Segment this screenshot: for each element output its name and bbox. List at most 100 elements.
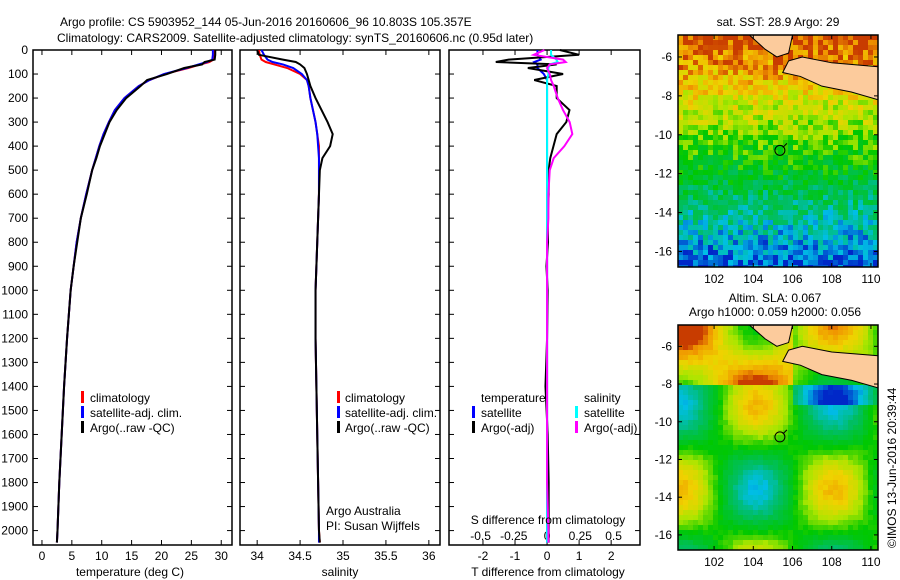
- map-cell: [688, 175, 693, 180]
- map-cell: [713, 170, 718, 175]
- map-cell: [733, 40, 738, 45]
- map-cell: [788, 395, 793, 400]
- map-cell: [773, 425, 778, 430]
- map-cell: [828, 425, 833, 430]
- map-cell: [753, 85, 758, 90]
- map-cell: [743, 225, 748, 230]
- map-cell: [818, 415, 823, 420]
- map-cell: [718, 170, 723, 175]
- map-cell: [793, 485, 798, 490]
- map-cell: [773, 245, 778, 250]
- map-cell: [743, 435, 748, 440]
- map-cell: [798, 75, 803, 80]
- map-cell: [713, 500, 718, 505]
- map-cell: [863, 475, 868, 480]
- map-cell: [738, 365, 743, 370]
- map-cell: [783, 140, 788, 145]
- map-cell: [868, 160, 873, 165]
- map-cell: [813, 160, 818, 165]
- map-cell: [858, 185, 863, 190]
- map-cell: [798, 155, 803, 160]
- map-cell: [713, 240, 718, 245]
- map-cell: [853, 420, 858, 425]
- map-cell: [843, 505, 848, 510]
- map-cell: [873, 405, 878, 410]
- map-cell: [788, 75, 793, 80]
- map-cell: [753, 150, 758, 155]
- map-cell: [678, 450, 683, 455]
- map-cell: [683, 510, 688, 515]
- map-cell: [723, 495, 728, 500]
- map-cell: [863, 425, 868, 430]
- map-cell: [758, 485, 763, 490]
- map-cell: [738, 215, 743, 220]
- map-cell: [708, 430, 713, 435]
- map-cell: [718, 235, 723, 240]
- map-cell: [838, 540, 843, 545]
- map-cell: [818, 235, 823, 240]
- map-cell: [758, 120, 763, 125]
- map-cell: [778, 395, 783, 400]
- map-cell: [728, 180, 733, 185]
- map-cell: [733, 530, 738, 535]
- map-cell: [828, 460, 833, 465]
- map-cell: [763, 365, 768, 370]
- map-cell: [848, 40, 853, 45]
- map-cell: [718, 150, 723, 155]
- map-cell: [698, 35, 703, 40]
- map-cell: [708, 355, 713, 360]
- map-cell: [748, 120, 753, 125]
- map-cell: [713, 85, 718, 90]
- map-cell: [678, 470, 683, 475]
- map-cell: [843, 35, 848, 40]
- map-cell: [693, 40, 698, 45]
- map-cell: [758, 85, 763, 90]
- map-cell: [738, 325, 743, 330]
- map-cell: [738, 35, 743, 40]
- map-cell: [688, 210, 693, 215]
- map-cell: [873, 475, 878, 480]
- map-cell: [683, 385, 688, 390]
- map-cell: [718, 420, 723, 425]
- map-cell: [688, 420, 693, 425]
- map-cell: [743, 145, 748, 150]
- map-cell: [753, 245, 758, 250]
- map-cell: [768, 545, 773, 550]
- map-cell: [763, 385, 768, 390]
- map-cell: [813, 185, 818, 190]
- map-cell: [753, 135, 758, 140]
- map-cell: [678, 500, 683, 505]
- map-cell: [723, 520, 728, 525]
- map-cell: [698, 100, 703, 105]
- map-cell: [873, 395, 878, 400]
- map-cell: [838, 255, 843, 260]
- map-cell: [733, 90, 738, 95]
- map-cell: [748, 535, 753, 540]
- map-cell: [783, 90, 788, 95]
- map-cell: [868, 535, 873, 540]
- map-cell: [678, 200, 683, 205]
- map-cell: [718, 500, 723, 505]
- map-cell: [788, 210, 793, 215]
- map-cell: [753, 450, 758, 455]
- map-cell: [728, 50, 733, 55]
- map-cell: [753, 230, 758, 235]
- map-cell: [873, 105, 878, 110]
- map-cell: [833, 155, 838, 160]
- map-cell: [778, 465, 783, 470]
- map-cell: [793, 530, 798, 535]
- map-cell: [813, 220, 818, 225]
- map-cell: [758, 220, 763, 225]
- map-cell: [738, 390, 743, 395]
- map-cell: [758, 215, 763, 220]
- map-cell: [683, 350, 688, 355]
- map-cell: [763, 375, 768, 380]
- map-cell: [848, 105, 853, 110]
- map-cell: [713, 45, 718, 50]
- y-tick-label: 1000: [1, 283, 28, 297]
- map-cell: [703, 45, 708, 50]
- map-cell: [823, 505, 828, 510]
- map-cell: [733, 145, 738, 150]
- map-cell: [843, 415, 848, 420]
- map-cell: [813, 520, 818, 525]
